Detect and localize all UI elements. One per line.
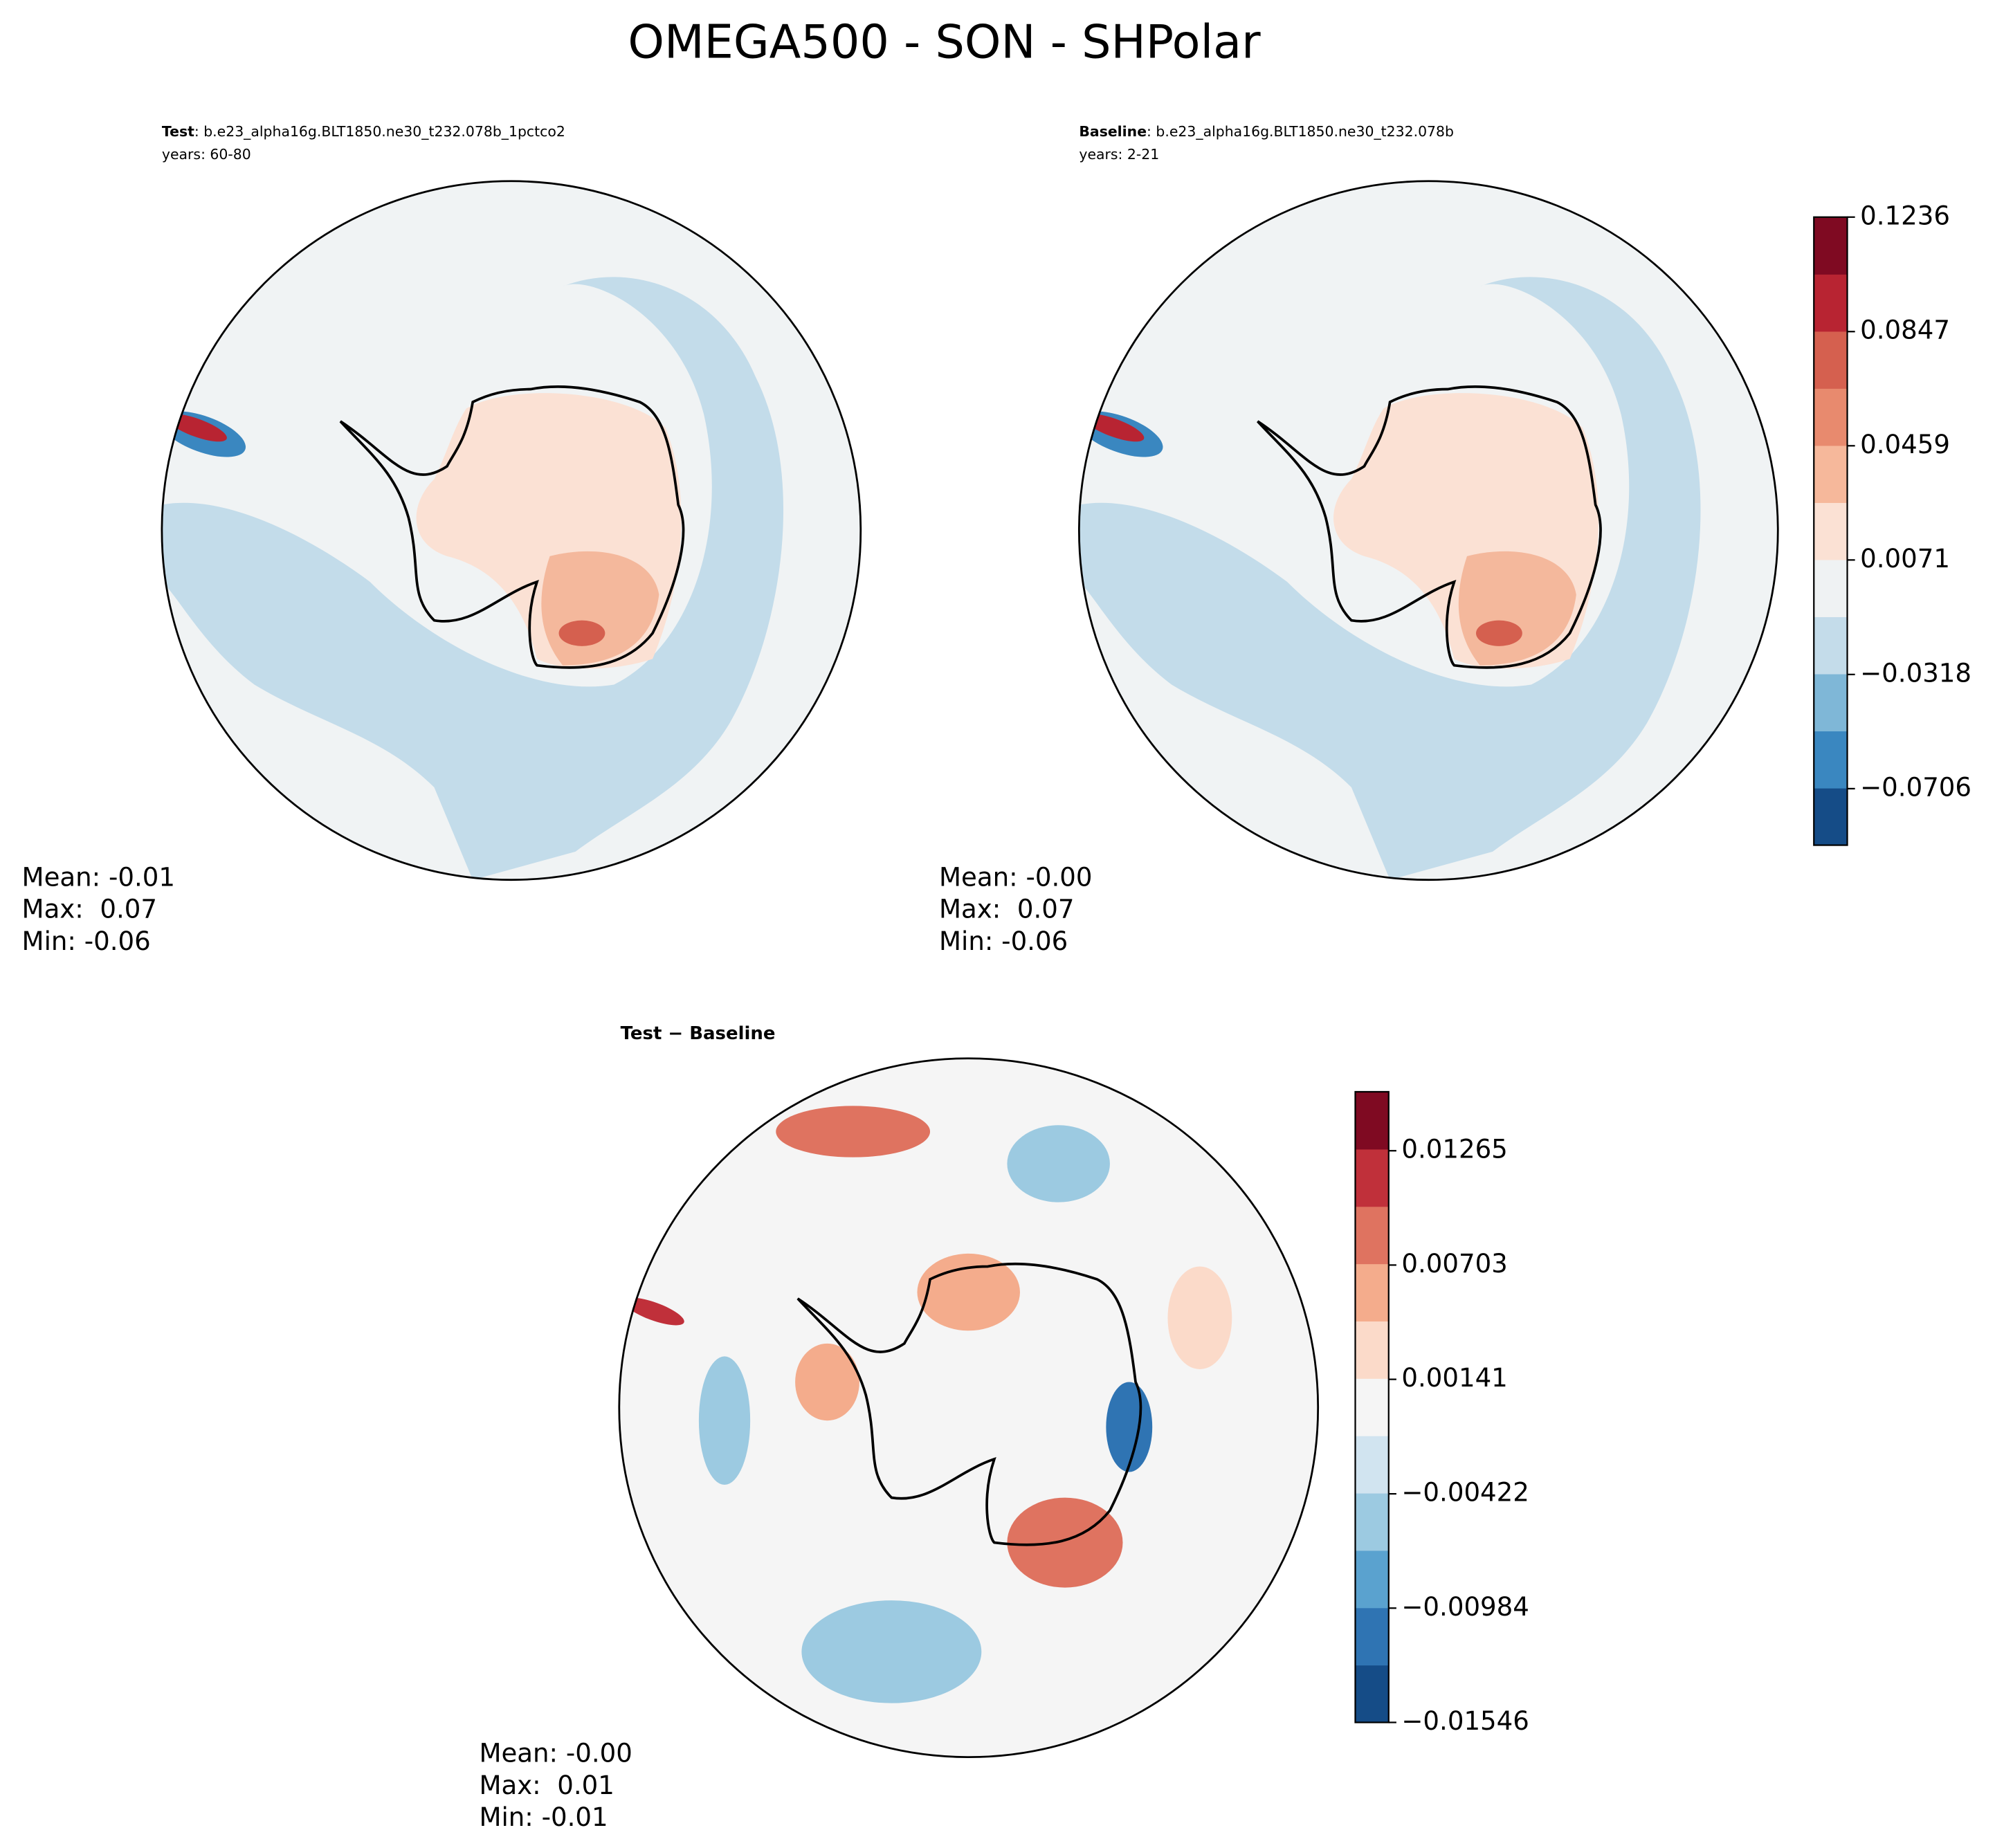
stat-text: Min: -0.06 — [939, 926, 1068, 956]
colorbar-band — [1355, 1091, 1389, 1150]
colorbars: −0.0706 −0.0318 0.0071 0.0459 0.0847 0.1236 −0… — [1354, 201, 1971, 1736]
colorbar-band — [1814, 274, 1848, 332]
panel-name: Test — [162, 123, 194, 140]
colorbar-band — [1355, 1206, 1389, 1265]
panel-name: Test − Baseline — [621, 1023, 776, 1044]
map-field — [619, 1058, 1318, 1757]
colorbar-band — [1355, 1550, 1389, 1609]
map-boundary — [618, 1057, 1320, 1759]
colorbar-band — [1814, 217, 1848, 275]
stat-text: Min: -0.06 — [22, 926, 151, 956]
panel-name: Baseline — [1079, 123, 1147, 140]
colorbar-tick-label: −0.00984 — [1401, 1592, 1529, 1622]
stat-text: Mean: -0.00 — [939, 862, 1092, 892]
case-name: : b.e23_alpha16g.BLT1850.ne30_t232.078b — [1147, 123, 1454, 140]
colorbar-band — [1355, 1436, 1389, 1494]
panel-header: Baseline: b.e23_alpha16g.BLT1850.ne30_t2… — [1079, 123, 1454, 140]
colorbar-band — [1814, 616, 1848, 675]
colorbar-tick-label: 0.00703 — [1401, 1249, 1507, 1279]
colorbar-band — [1814, 388, 1848, 446]
colorbar-band — [1814, 559, 1848, 618]
colorbar-band — [1355, 1493, 1389, 1551]
colorbar-tick-label: −0.0318 — [1860, 658, 1971, 688]
colorbar-band — [1814, 331, 1848, 389]
stat-text: Max: 0.07 — [22, 895, 157, 924]
colorbar-frame — [1813, 216, 1848, 846]
panel-years: years: 60-80 — [162, 146, 251, 163]
colorbar-band — [1814, 788, 1848, 846]
colorbar-tick-label: 0.1236 — [1860, 201, 1950, 230]
map-boundary — [161, 180, 862, 881]
colorbar-band — [1355, 1263, 1389, 1321]
colorbar-tick-label: 0.0459 — [1860, 430, 1950, 459]
colorbar-frame — [1354, 1090, 1390, 1723]
colorbar-band — [1355, 1378, 1389, 1436]
stat-text: Max: 0.01 — [479, 1771, 614, 1800]
panel-years: years: 2-21 — [1079, 146, 1159, 163]
colorbar-band — [1355, 1149, 1389, 1207]
colorbar-tick-label: 0.0847 — [1860, 315, 1950, 345]
colorbar-tick-label: 0.00141 — [1401, 1363, 1507, 1393]
case-name: : b.e23_alpha16g.BLT1850.ne30_t232.078b_… — [194, 123, 565, 140]
colorbar-tick-label: −0.00422 — [1401, 1478, 1529, 1508]
colorbar-tick-label: −0.0706 — [1860, 772, 1971, 802]
colorbar-band — [1814, 731, 1848, 789]
colorbar-band — [1355, 1607, 1389, 1666]
colorbar-tick-label: 0.0071 — [1860, 544, 1950, 574]
colorbar-band — [1814, 673, 1848, 732]
map — [619, 1058, 1318, 1757]
colorbar-tick-label: −0.01546 — [1401, 1706, 1529, 1736]
map-boundary — [1077, 180, 1779, 881]
colorbar-band — [1814, 445, 1848, 503]
colorbar-band — [1814, 502, 1848, 560]
stat-text: Mean: -0.00 — [479, 1738, 632, 1768]
stat-text: Max: 0.07 — [939, 895, 1074, 924]
colorbar-band — [1355, 1321, 1389, 1379]
stat-text: Mean: -0.01 — [22, 862, 175, 892]
colorbar-band — [1355, 1665, 1389, 1723]
figure-title: OMEGA500 - SON - SHPolar — [628, 15, 1261, 69]
stat-text: Min: -0.01 — [479, 1802, 608, 1832]
panel-header: Test: b.e23_alpha16g.BLT1850.ne30_t232.0… — [162, 123, 565, 140]
colorbar-tick-label: 0.01265 — [1401, 1135, 1507, 1164]
